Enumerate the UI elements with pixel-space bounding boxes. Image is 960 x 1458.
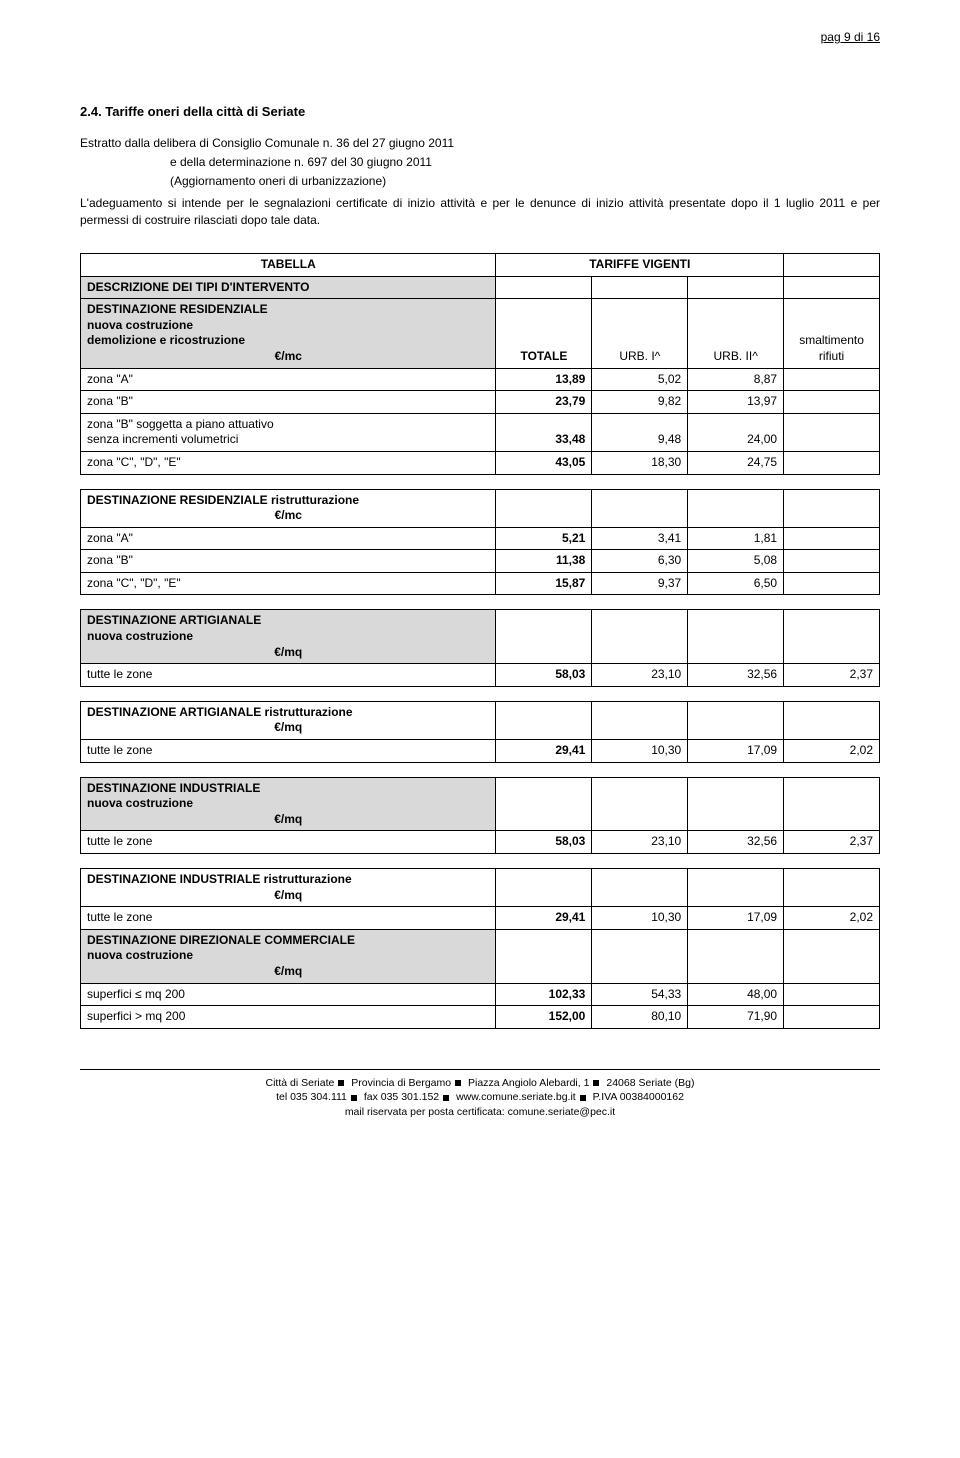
- intro-block: Estratto dalla delibera di Consiglio Com…: [80, 135, 880, 229]
- square-icon: [455, 1080, 461, 1086]
- section-title: 2.4. Tariffe oneri della città di Seriat…: [80, 104, 880, 119]
- tariff-table-4: DESTINAZIONE ARTIGIANALE ristrutturazion…: [80, 701, 880, 763]
- table-row: tutte le zone 58,03 23,10 32,56 2,37: [81, 831, 880, 854]
- square-icon: [593, 1080, 599, 1086]
- tariff-table-5: DESTINAZIONE INDUSTRIALE nuova costruzio…: [80, 777, 880, 854]
- table-row: zona "A" 5,21 3,41 1,81: [81, 527, 880, 550]
- intro-line-1: Estratto dalla delibera di Consiglio Com…: [80, 135, 880, 152]
- table-row: tutte le zone 58,03 23,10 32,56 2,37: [81, 664, 880, 687]
- tariff-table-6: DESTINAZIONE INDUSTRIALE ristrutturazion…: [80, 868, 880, 1029]
- square-icon: [338, 1080, 344, 1086]
- intro-line-2: e della determinazione n. 697 del 30 giu…: [80, 154, 880, 171]
- table-row: zona "B" soggetta a piano attuativosenza…: [81, 413, 880, 451]
- t1-desc-title: DESCRIZIONE DEI TIPI D'INTERVENTO: [81, 276, 496, 299]
- square-icon: [580, 1095, 586, 1101]
- table-row: zona "B" 11,38 6,30 5,08: [81, 550, 880, 573]
- intro-line-3: (Aggiornamento oneri di urbanizzazione): [80, 173, 880, 190]
- footer-rule: [80, 1069, 880, 1070]
- t1-urb2: URB. II^: [688, 299, 784, 368]
- square-icon: [351, 1095, 357, 1101]
- table-row: zona "A" 13,89 5,02 8,87: [81, 368, 880, 391]
- table-row: tutte le zone 29,41 10,30 17,09 2,02: [81, 740, 880, 763]
- t1-tariffe: TARIFFE VIGENTI: [496, 253, 784, 276]
- t1-totale: TOTALE: [496, 299, 592, 368]
- table-row: superfici ≤ mq 200 102,33 54,33 48,00: [81, 983, 880, 1006]
- intro-body: L'adeguamento si intende per le segnalaz…: [80, 195, 880, 229]
- t1-dest: DESTINAZIONE RESIDENZIALE: [87, 302, 489, 318]
- table-row: zona "C", "D", "E" 43,05 18,30 24,75: [81, 451, 880, 474]
- footer: Città di Seriate Provincia di Bergamo Pi…: [80, 1076, 880, 1120]
- table-row: zona "C", "D", "E" 15,87 9,37 6,50: [81, 572, 880, 595]
- tariff-table-2: DESTINAZIONE RESIDENZIALE ristrutturazio…: [80, 489, 880, 596]
- tariff-table-3: DESTINAZIONE ARTIGIANALE nuova costruzio…: [80, 609, 880, 686]
- t1-smalt: smaltimentorifiuti: [784, 299, 880, 368]
- t1-urb1: URB. I^: [592, 299, 688, 368]
- table-row: tutte le zone 29,41 10,30 17,09 2,02: [81, 907, 880, 930]
- t1-sub2: demolizione e ricostruzione: [87, 333, 489, 349]
- table-row: superfici > mq 200 152,00 80,10 71,90: [81, 1006, 880, 1029]
- t1-unit: €/mc: [87, 349, 489, 365]
- page-number: pag 9 di 16: [80, 30, 880, 44]
- table-row: zona "B" 23,79 9,82 13,97: [81, 391, 880, 414]
- t1-dest-block: DESTINAZIONE RESIDENZIALE nuova costruzi…: [81, 299, 496, 368]
- square-icon: [443, 1095, 449, 1101]
- t1-blank: [784, 253, 880, 276]
- t1-sub1: nuova costruzione: [87, 318, 489, 334]
- t1-tabella: TABELLA: [81, 253, 496, 276]
- tariff-table-1: TABELLA TARIFFE VIGENTI DESCRIZIONE DEI …: [80, 253, 880, 475]
